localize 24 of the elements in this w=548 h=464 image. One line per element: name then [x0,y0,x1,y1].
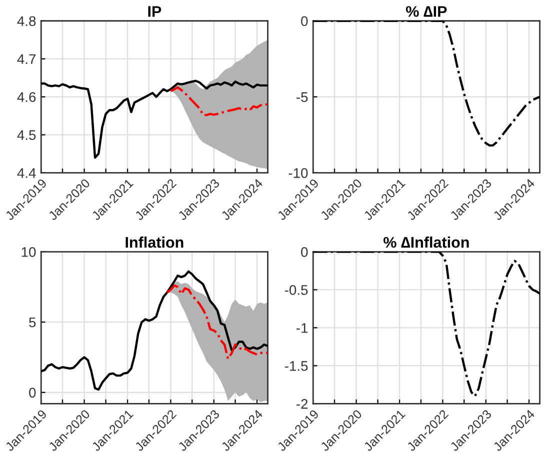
y-tick-label: -5 [296,92,308,102]
y-tick-label: -10 [288,168,308,178]
line-series [166,284,268,360]
y-tick-label: -1 [296,323,308,333]
line-series [41,270,268,391]
y-tick-label: -0.5 [284,285,308,295]
chart-title: % ∆IP [406,6,447,17]
y-tick-label: 4.8 [17,16,36,26]
chart-title: IP [148,6,162,17]
line-series [170,86,268,116]
chart-title: Inflation [126,236,184,248]
y-tick-label: 0 [29,388,36,398]
y-tick-label: -2 [296,399,308,409]
y-tick-label: 10 [22,247,36,257]
line-series [41,80,268,159]
y-tick-label: 4.5 [17,130,36,140]
y-tick-label: 4.7 [17,54,36,64]
y-tick-label: 4.4 [17,168,36,178]
y-tick-label: 4.6 [17,92,36,102]
y-tick-label: 0 [301,16,308,26]
y-tick-label: -1.5 [284,361,308,371]
chart-title: % ∆Inflation [384,236,469,248]
y-tick-label: 5 [29,318,36,328]
y-tick-label: 0 [301,247,308,257]
